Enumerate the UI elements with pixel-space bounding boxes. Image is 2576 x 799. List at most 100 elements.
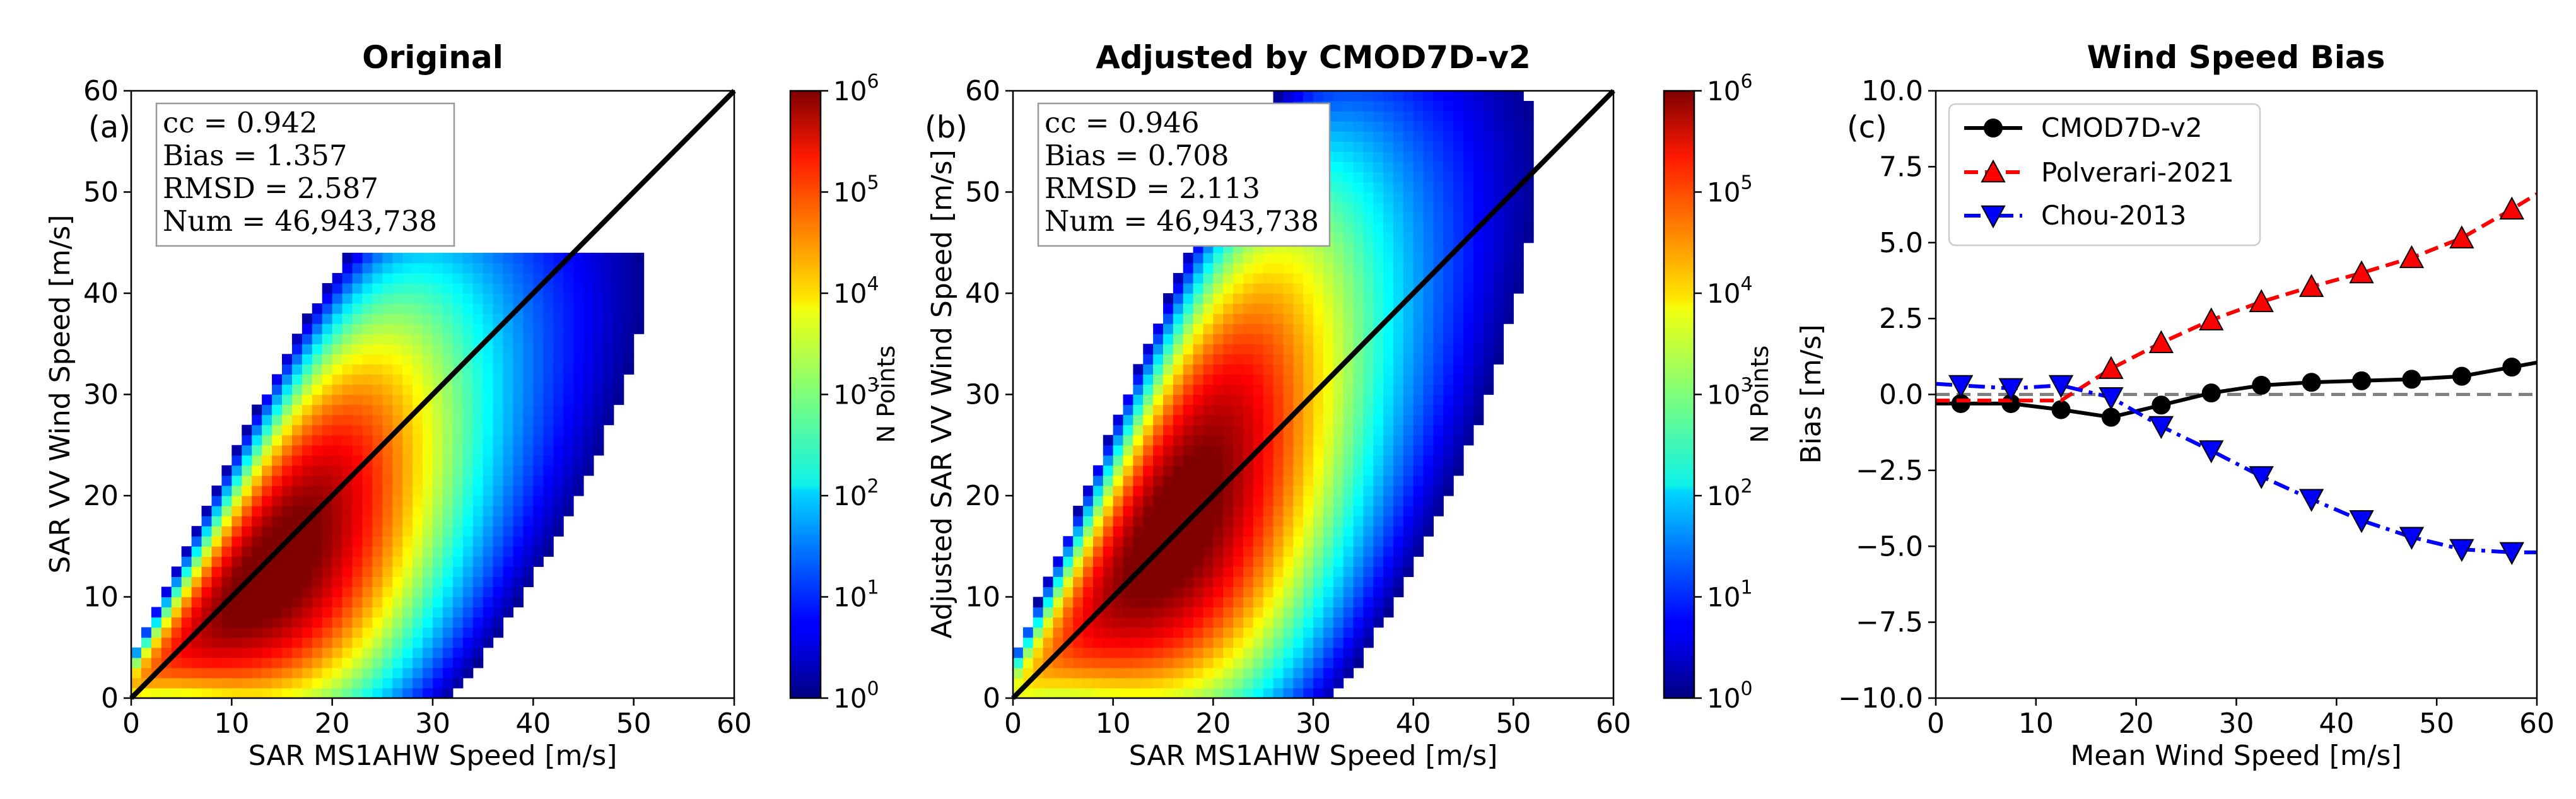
heatmap-cell [1403,252,1414,264]
heatmap-cell [282,424,293,436]
heatmap-cell [1343,516,1354,527]
heatmap-cell [302,374,313,385]
heatmap-cell [1263,667,1274,679]
heatmap-cell [1393,586,1404,598]
heatmap-cell [191,597,202,608]
heatmap-cell [483,496,494,506]
series-line-2 [1936,382,2537,554]
heatmap-cell [1103,496,1114,506]
heatmap-cell [362,324,373,334]
heatmap-cell [423,465,433,476]
heatmap-cell [1363,121,1374,132]
heatmap-cell [1213,657,1224,668]
heatmap-cell [1373,182,1384,193]
heatmap-cell [171,627,182,638]
heatmap-cell [242,496,252,506]
heatmap-cell [1283,465,1294,476]
heatmap-cell [1343,324,1354,334]
heatmap-cell [231,687,242,698]
heatmap-cell [503,496,514,506]
heatmap-cell [382,516,393,527]
heatmap-cell [1333,283,1344,294]
heatmap-cell [322,677,333,689]
heatmap-cell [1393,262,1404,274]
heatmap-cell [1203,313,1214,324]
heatmap-cell [1193,475,1204,486]
y-tick-label-c: −2.5 [1856,455,1923,487]
heatmap-cell [1263,637,1274,648]
heatmap-cell [1513,202,1524,213]
heatmap-cell [613,272,624,284]
heatmap-cell [402,485,413,496]
heatmap-cell [1413,546,1424,557]
heatmap-cell [262,597,272,608]
heatmap-cell [1343,131,1354,142]
heatmap-cell [462,272,474,284]
heatmap-cell [1383,607,1394,618]
heatmap-cell [1213,607,1224,618]
heatmap-cell [382,465,393,476]
heatmap-cell [513,354,524,365]
heatmap-cell [472,324,484,334]
heatmap-cell [362,546,373,557]
heatmap-cell [282,455,293,466]
heatmap-cell [211,677,222,689]
heatmap-cell [211,647,222,658]
heatmap-cell [1343,91,1354,102]
heatmap-cell [1243,334,1254,344]
heatmap-cell [493,586,504,598]
heatmap-cell [392,586,403,598]
heatmap-cell [282,546,293,557]
heatmap-cell [503,485,514,496]
heatmap-cell [1253,384,1264,395]
heatmap-cell [362,344,373,354]
heatmap-cell [272,475,283,486]
heatmap-cell [1143,354,1154,365]
heatmap-cell [1413,232,1424,243]
heatmap-cell [1193,556,1204,567]
heatmap-cell [1183,485,1194,496]
heatmap-cell [1073,586,1084,598]
heatmap-cell [1453,384,1464,395]
heatmap-cell [211,556,222,567]
heatmap-cell [362,374,373,385]
heatmap-cell [272,394,283,405]
heatmap-cell [1323,334,1334,344]
heatmap-cell [1463,111,1474,122]
heatmap-cell [513,293,524,304]
heatmap-cell [433,657,443,668]
heatmap-cell [1353,252,1364,264]
heatmap-cell [252,687,262,698]
heatmap-cell [563,506,574,516]
heatmap-cell [442,455,454,466]
heatmap-cell [472,354,484,365]
heatmap-cell [1173,445,1184,456]
heatmap-cell [252,647,262,658]
heatmap-cell [1183,475,1194,486]
heatmap-cell [1153,617,1164,628]
heatmap-cell [533,485,544,496]
heatmap-cell [633,252,645,264]
heatmap-cell [1523,121,1534,132]
heatmap-cell [483,617,494,628]
heatmap-cell [362,414,373,426]
heatmap-cell [1183,455,1194,466]
heatmap-cell [1353,172,1364,183]
heatmap-cell [1333,111,1344,122]
heatmap-cell [423,354,433,365]
heatmap-cell [1303,496,1314,506]
heatmap-cell [1223,434,1234,446]
heatmap-cell [272,496,283,506]
heatmap-cell [1263,414,1274,426]
heatmap-cell [322,536,333,547]
heatmap-cell [543,424,554,436]
heatmap-cell [1113,556,1124,567]
series-marker-1 [2349,260,2374,284]
heatmap-cell [1463,151,1474,162]
heatmap-cell [1373,374,1384,385]
heatmap-cell [1503,242,1514,254]
heatmap-cell [272,434,283,446]
heatmap-cell [563,283,574,294]
heatmap-cell [362,475,373,486]
heatmap-cell [291,334,303,344]
